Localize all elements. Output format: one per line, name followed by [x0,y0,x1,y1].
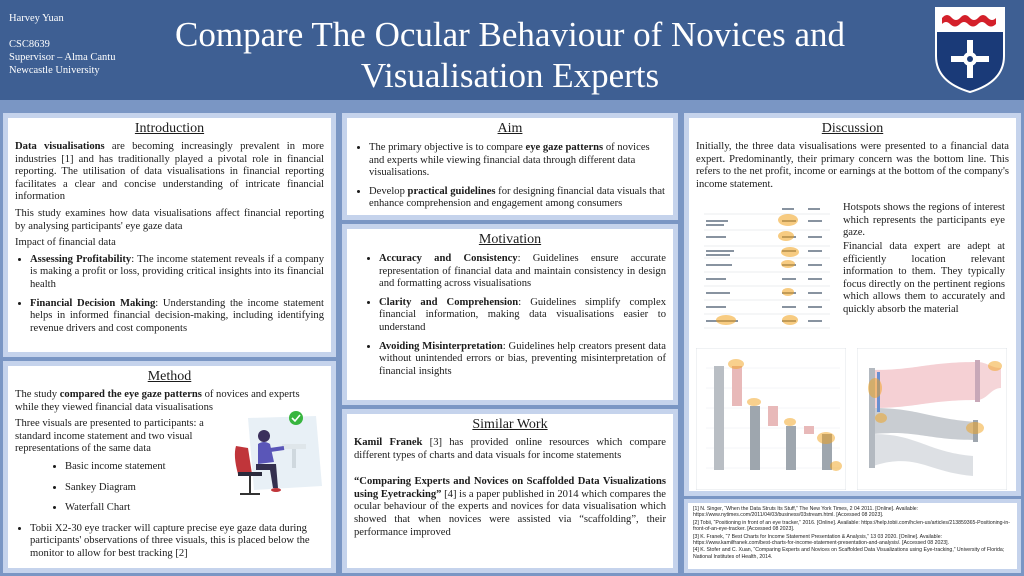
eye-tracking-illustration-icon [234,411,322,495]
sankey-diagram-heatmap-image [857,348,1007,490]
list-item: Sankey Diagram [65,481,324,495]
aim-bullets: The primary objective is to compare eye … [354,141,666,211]
references-panel: [1] N. Singer, “When the Data Struts Its… [684,499,1021,573]
method-strong: compared the eye gaze patterns [59,389,202,400]
reference-1: [1] N. Singer, “When the Data Struts Its… [693,506,919,519]
list-item: Clarity and Comprehension: Guidelines si… [379,296,666,335]
list-item: Assessing Profitability: The income stat… [30,253,324,292]
method-box: Method The study compared the eye gaze p… [8,366,331,568]
aim-strong: eye gaze patterns [525,142,604,153]
similar-text: [3] has provided online resources which … [354,437,666,461]
list-item: Financial Decision Making: Understanding… [30,297,324,336]
aim-panel: Aim The primary objective is to compare … [342,113,678,220]
introduction-subheading: Impact of financial data [15,237,116,249]
method-text: The study [15,389,60,400]
author-spacer [9,25,115,38]
motivation-bullets: Accuracy and Consistency: Guidelines ens… [354,252,666,378]
bullet-text: : Guidelines simplify complex financial … [379,296,666,333]
references-box: [1] N. Singer, “When the Data Struts Its… [688,503,1017,569]
university-crest-icon [935,7,1005,94]
author-name: Harvey Yuan [9,13,64,24]
discussion-box: Discussion Initially, the three data vis… [689,118,1016,491]
reference-2: [2] Tobii, “Positioning in front of an e… [693,519,1010,533]
bullet-strong: Avoiding Misinterpretation [379,340,503,352]
similar-work-box: Similar Work Kamil Franek [3] has provid… [347,414,673,568]
method-panel: Method The study compared the eye gaze p… [3,361,336,573]
bullet-text: : The income statement reveals if a comp… [30,253,324,290]
bullet-strong: Financial Decision Making [30,297,156,309]
aim-text: Develop [369,185,408,197]
discussion-panel: Discussion Initially, the three data vis… [684,113,1021,496]
list-item: Develop practical guidelines for designi… [369,185,666,211]
poster-header: Harvey Yuan CSC8639 Supervisor – Alma Ca… [0,0,1024,100]
similar-work-heading: Similar Work [472,417,548,432]
reference-3: [3] K. Franek, “7 Best Charts for Income… [693,533,950,547]
bullet-text: : Guidelines ensure accurate representat… [379,253,666,290]
similar-work-panel: Similar Work Kamil Franek [3] has provid… [342,409,678,573]
list-item: Basic income statement [65,460,324,474]
method-bullets: Tobii X2-30 eye tracker will capture pre… [15,522,324,561]
waterfall-chart-heatmap-image [696,348,846,490]
introduction-panel: Introduction Data visualisations are bec… [3,113,336,357]
aim-heading: Aim [497,121,523,136]
aim-text: for designing financial data visuals tha… [369,185,665,210]
reference-4: [4] K. Stofer and C. Xuan, “Comparing Ex… [693,547,1005,560]
similar-strong: “Comparing Experts and Novices on Scaffo… [354,476,666,500]
intro-strong: Data visualisations [15,141,105,152]
list-item: Tobii X2-30 eye tracker will capture pre… [30,522,324,561]
similar-work-paragraph-1: Kamil Franek [3] has provided online res… [354,437,666,462]
list-item: Avoiding Misinterpretation: Guidelines h… [379,340,666,379]
method-visual-list: Basic income statement Sankey Diagram Wa… [15,460,324,515]
aim-text: of novices and experts while viewing fin… [369,142,650,179]
bullet-strong: Clarity and Comprehension [379,296,519,308]
motivation-heading: Motivation [478,232,542,247]
method-text: of novices and experts while they viewed… [15,389,300,413]
title-line-2: Visualisation Experts [360,56,660,95]
introduction-box: Introduction Data visualisations are bec… [8,118,331,352]
title-line-1: Compare The Ocular Behaviour of Novices … [175,15,845,54]
university: Newcastle University [9,65,100,76]
intro-text: are becoming increasingly prevalent in m… [15,141,324,203]
bullet-text: : Guidelines help creators present data … [379,340,666,377]
introduction-heading: Introduction [134,121,205,136]
similar-strong: Kamil Franek [354,437,423,448]
method-paragraph-2: Three visuals are presented to participa… [15,418,204,455]
bullet-strong: Assessing Profitability [30,253,132,265]
discussion-paragraph-3: Financial data expert are adept at effic… [843,241,1005,315]
similar-text: [4] is a paper published in 2014 which c… [354,488,666,538]
motivation-box: Motivation Accuracy and Consistency: Gui… [347,229,673,400]
module-code: CSC8639 [9,39,50,50]
list-item: Waterfall Chart [65,501,324,515]
introduction-paragraph-2: This study examines how data visualisati… [15,207,324,232]
method-paragraph-1: The study compared the eye gaze patterns… [15,389,324,414]
supervisor: Supervisor – Alma Cantu [9,52,116,63]
method-heading: Method [147,369,192,384]
poster-title: Compare The Ocular Behaviour of Novices … [150,14,870,96]
introduction-paragraph-1: Data visualisations are becoming increas… [15,141,324,204]
discussion-paragraph-2: Hotspots shows the regions of interest w… [843,202,1005,239]
author-block: Harvey Yuan CSC8639 Supervisor – Alma Ca… [9,12,115,77]
bullet-text: : Understanding the income statement hel… [30,297,324,334]
list-item: The primary objective is to compare eye … [369,141,666,180]
bullet-strong: Accuracy and Consistency [379,253,518,264]
discussion-heading: Discussion [821,121,884,136]
list-item: Accuracy and Consistency: Guidelines ens… [379,252,666,291]
discussion-paragraph-1: Initially, the three data visualisations… [696,141,1009,190]
introduction-bullets: Assessing Profitability: The income stat… [15,253,324,336]
aim-text: The primary objective is to compare [369,142,526,153]
motivation-panel: Motivation Accuracy and Consistency: Gui… [342,224,678,405]
similar-work-paragraph-2: “Comparing Experts and Novices on Scaffo… [354,476,666,539]
aim-box: Aim The primary objective is to compare … [347,118,673,215]
aim-strong: practical guidelines [407,185,496,197]
income-statement-heatmap-image [696,200,836,338]
